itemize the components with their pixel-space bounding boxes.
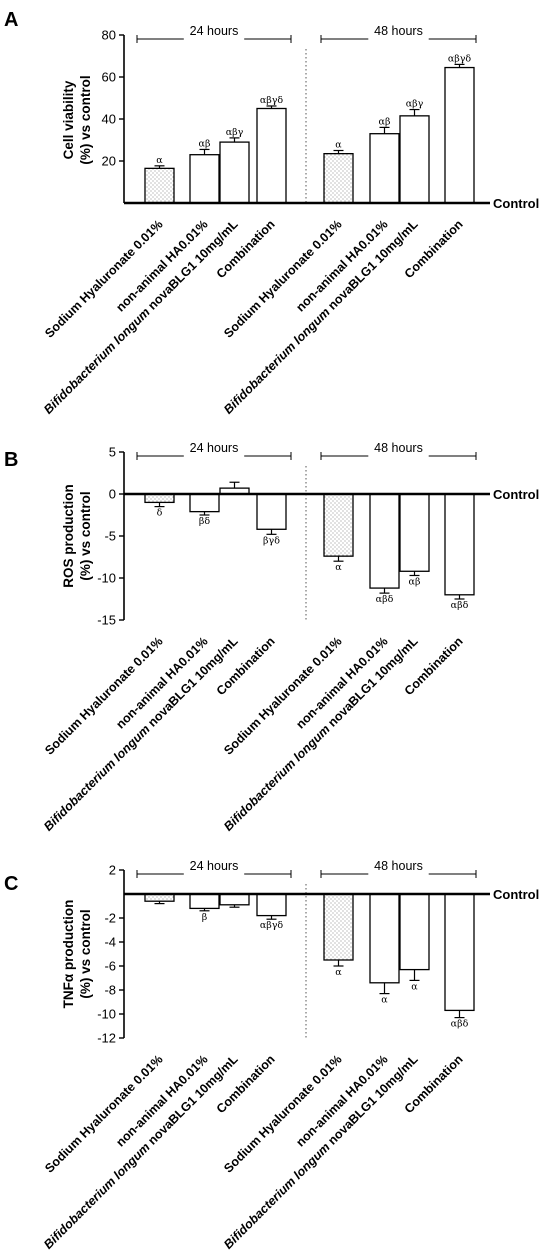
period-label-bg xyxy=(183,446,245,462)
bar xyxy=(444,66,475,204)
bar xyxy=(189,154,220,204)
y-axis-label-line: (%) vs control xyxy=(78,909,93,998)
y-axis-label-line: (%) vs control xyxy=(78,75,93,164)
bar xyxy=(369,133,400,204)
significance-label: β xyxy=(202,912,208,923)
y-axis-label-line: ROS production xyxy=(61,484,76,588)
significance-label: α xyxy=(335,967,342,978)
period-label-bg xyxy=(368,864,429,880)
y-axis-label-line: TNFα production xyxy=(61,900,76,1009)
period-label: 24 hours xyxy=(190,859,239,873)
period-label: 48 hours xyxy=(374,24,423,38)
bar xyxy=(189,893,220,910)
bar xyxy=(256,493,287,530)
y-axis-label: Cell viability (%) vs control xyxy=(61,75,93,164)
bar xyxy=(323,493,354,557)
bar xyxy=(219,893,250,906)
significance-label: α xyxy=(411,981,418,992)
control-label: Control xyxy=(493,887,539,902)
y-tick-label: -4 xyxy=(104,935,116,950)
y-tick-label: -2 xyxy=(104,911,116,926)
bar xyxy=(369,893,400,984)
y-tick-label: -6 xyxy=(104,959,116,974)
y-tick-label: -15 xyxy=(97,613,116,628)
bar xyxy=(399,115,430,204)
panel-b: B ROS production (%) vs control 5 0 -5 -10 -15 2… xyxy=(4,441,539,834)
significance-label: αβγδ xyxy=(448,53,472,64)
bar xyxy=(323,893,354,961)
significance-label: αβγ xyxy=(406,99,424,110)
significance-label: αβδ xyxy=(376,594,394,605)
significance-label: δ xyxy=(157,508,163,519)
y-tick-label: 2 xyxy=(109,863,116,878)
y-tick-label: 60 xyxy=(102,70,116,85)
significance-label: αβγ xyxy=(226,127,244,138)
y-axis-label-line: Cell viability xyxy=(61,80,76,159)
bar xyxy=(369,493,400,589)
bar xyxy=(444,493,475,596)
panel-a: A Cell viability (%) vs control 20 40 60 80 24 … xyxy=(4,9,539,417)
y-tick-label: -12 xyxy=(97,1031,116,1046)
y-tick-label: 80 xyxy=(102,28,116,43)
significance-label: βδ xyxy=(199,516,210,527)
y-tick-label: 5 xyxy=(109,445,116,460)
significance-label: α xyxy=(335,562,342,573)
bar xyxy=(323,152,354,204)
significance-label: αβ xyxy=(379,116,391,127)
significance-label: αβ xyxy=(199,138,211,149)
y-tick-label: -5 xyxy=(104,529,116,544)
bar xyxy=(219,141,250,204)
control-label: Control xyxy=(493,487,539,502)
significance-label: βγδ xyxy=(263,535,280,546)
y-tick-label: 40 xyxy=(102,112,116,127)
period-label-bg xyxy=(183,29,245,45)
significance-label: α xyxy=(156,155,163,166)
bar xyxy=(256,893,287,917)
y-tick-label: -10 xyxy=(97,1007,116,1022)
y-tick-label: -8 xyxy=(104,983,116,998)
panel-label: C xyxy=(4,873,18,895)
bar xyxy=(399,493,430,572)
y-axis-label: TNFα production (%) vs control xyxy=(61,900,93,1009)
bar xyxy=(189,493,220,513)
period-label-bg xyxy=(183,864,245,880)
period-label: 48 hours xyxy=(374,859,423,873)
significance-label: α xyxy=(335,140,342,151)
significance-label: αβγδ xyxy=(260,95,284,106)
y-tick-label: 0 xyxy=(109,487,116,502)
period-label: 24 hours xyxy=(190,441,239,455)
panel-label: B xyxy=(4,449,18,471)
y-tick-label: 20 xyxy=(102,154,116,169)
bar xyxy=(399,893,430,971)
bar xyxy=(144,167,175,204)
y-axis-label: ROS production (%) vs control xyxy=(61,484,93,588)
significance-label: αβδ xyxy=(451,600,469,611)
significance-label: α xyxy=(381,995,388,1006)
significance-label: αβδ xyxy=(451,1019,469,1030)
bar xyxy=(444,893,475,1012)
significance-label: αβ xyxy=(409,576,421,587)
period-label: 48 hours xyxy=(374,441,423,455)
control-label: Control xyxy=(493,196,539,211)
panel-c: C TNFα production (%) vs control 2 -2 -4 -6 -8 -… xyxy=(4,859,539,1251)
bar xyxy=(144,493,175,504)
period-label: 24 hours xyxy=(190,24,239,38)
bar xyxy=(256,107,287,204)
panel-label: A xyxy=(4,9,18,31)
period-label-bg xyxy=(368,446,429,462)
y-axis-label-line: (%) vs control xyxy=(78,491,93,580)
significance-label: αβγδ xyxy=(260,920,284,931)
period-label-bg xyxy=(368,29,429,45)
y-tick-label: -10 xyxy=(97,571,116,586)
